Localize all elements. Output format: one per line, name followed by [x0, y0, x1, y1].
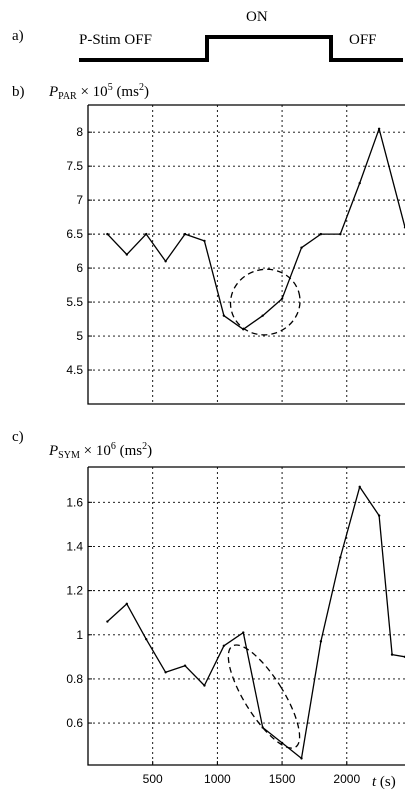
b-data-point — [300, 246, 303, 249]
c-data-point — [203, 684, 206, 687]
b-data-point — [203, 239, 206, 243]
c-data-point — [339, 556, 342, 559]
b-ytick-label: 7 — [76, 193, 83, 207]
c-data-point — [242, 631, 245, 634]
c-xtick-label: 1000 — [204, 772, 231, 786]
c-ytick-label: 1.4 — [66, 539, 83, 553]
c-dashed-ellipse — [227, 644, 301, 749]
c-data-point — [125, 602, 129, 606]
b-ytick-label: 5 — [76, 329, 83, 343]
c-ytick-label: 0.8 — [66, 672, 83, 686]
b-data-point — [145, 232, 148, 236]
c-ytick-label: 1 — [76, 628, 83, 642]
panel-a: a) P-Stim OFF ON OFF — [12, 9, 403, 62]
c-axes-frame — [87, 467, 405, 766]
panel-a-label: a) — [12, 28, 24, 44]
b-data-point — [319, 232, 323, 236]
b-data-point — [339, 232, 342, 236]
c-xtick-label: 1500 — [269, 772, 296, 786]
panel-c-xlabel: t (s) — [372, 774, 396, 790]
stim-off-right-label: OFF — [349, 32, 377, 48]
b-data-point — [106, 232, 109, 236]
c-ytick-label: 1.2 — [66, 584, 83, 598]
stimulation-trace — [79, 35, 403, 62]
c-data-point — [390, 653, 394, 656]
c-data-point — [145, 637, 148, 641]
b-dashed-ellipse — [229, 268, 301, 336]
b-data-point — [183, 232, 187, 236]
c-data-point — [164, 671, 167, 674]
b-ytick-label: 6.5 — [66, 227, 83, 241]
panel-b-label: b) — [12, 84, 25, 100]
b-data-point — [164, 260, 167, 263]
b-ytick-label: 6 — [76, 261, 83, 275]
b-series-line — [106, 128, 405, 330]
stim-off-left-label: P-Stim OFF — [79, 32, 152, 48]
c-ytick-label: 0.6 — [66, 716, 83, 730]
c-data-point — [319, 640, 323, 643]
c-xtick-label: 500 — [143, 772, 163, 786]
panel-c-ylabel: PSYM × 106 (ms2) — [48, 441, 152, 461]
c-data-point — [377, 514, 381, 517]
c-series-line — [106, 486, 405, 760]
c-data-point — [183, 664, 187, 667]
b-data-point — [125, 253, 129, 256]
panel-b: b) PPAR × 105 (ms2) 4.5 5 5.5 6 6.5 7 7.5 8 — [12, 82, 405, 405]
b-ytick-label: 4.5 — [66, 363, 83, 377]
b-data-point — [377, 127, 381, 130]
b-ytick-label: 7.5 — [66, 159, 83, 173]
stim-on-label: ON — [246, 9, 268, 25]
b-ytick-label: 8 — [76, 125, 83, 139]
c-data-point — [280, 741, 284, 745]
b-ytick-label: 5.5 — [66, 295, 83, 309]
c-data-point — [106, 620, 109, 623]
b-data-point — [358, 181, 361, 185]
b-data-point — [222, 314, 226, 317]
b-data-point — [280, 297, 284, 300]
panel-c: c) PSYM × 106 (ms2) t (s) 0.6 0.8 1 1.2 1.4 1… — [12, 429, 405, 790]
b-data-point — [261, 314, 264, 317]
panel-b-ylabel: PPAR × 105 (ms2) — [48, 82, 149, 102]
panel-c-label: c) — [12, 429, 24, 445]
c-data-point — [300, 757, 303, 760]
c-data-point — [222, 644, 226, 647]
b-axes-frame — [87, 105, 405, 405]
c-ytick-label: 1.6 — [66, 495, 83, 509]
c-data-point — [358, 485, 361, 489]
c-xtick-label: 2000 — [333, 772, 360, 786]
